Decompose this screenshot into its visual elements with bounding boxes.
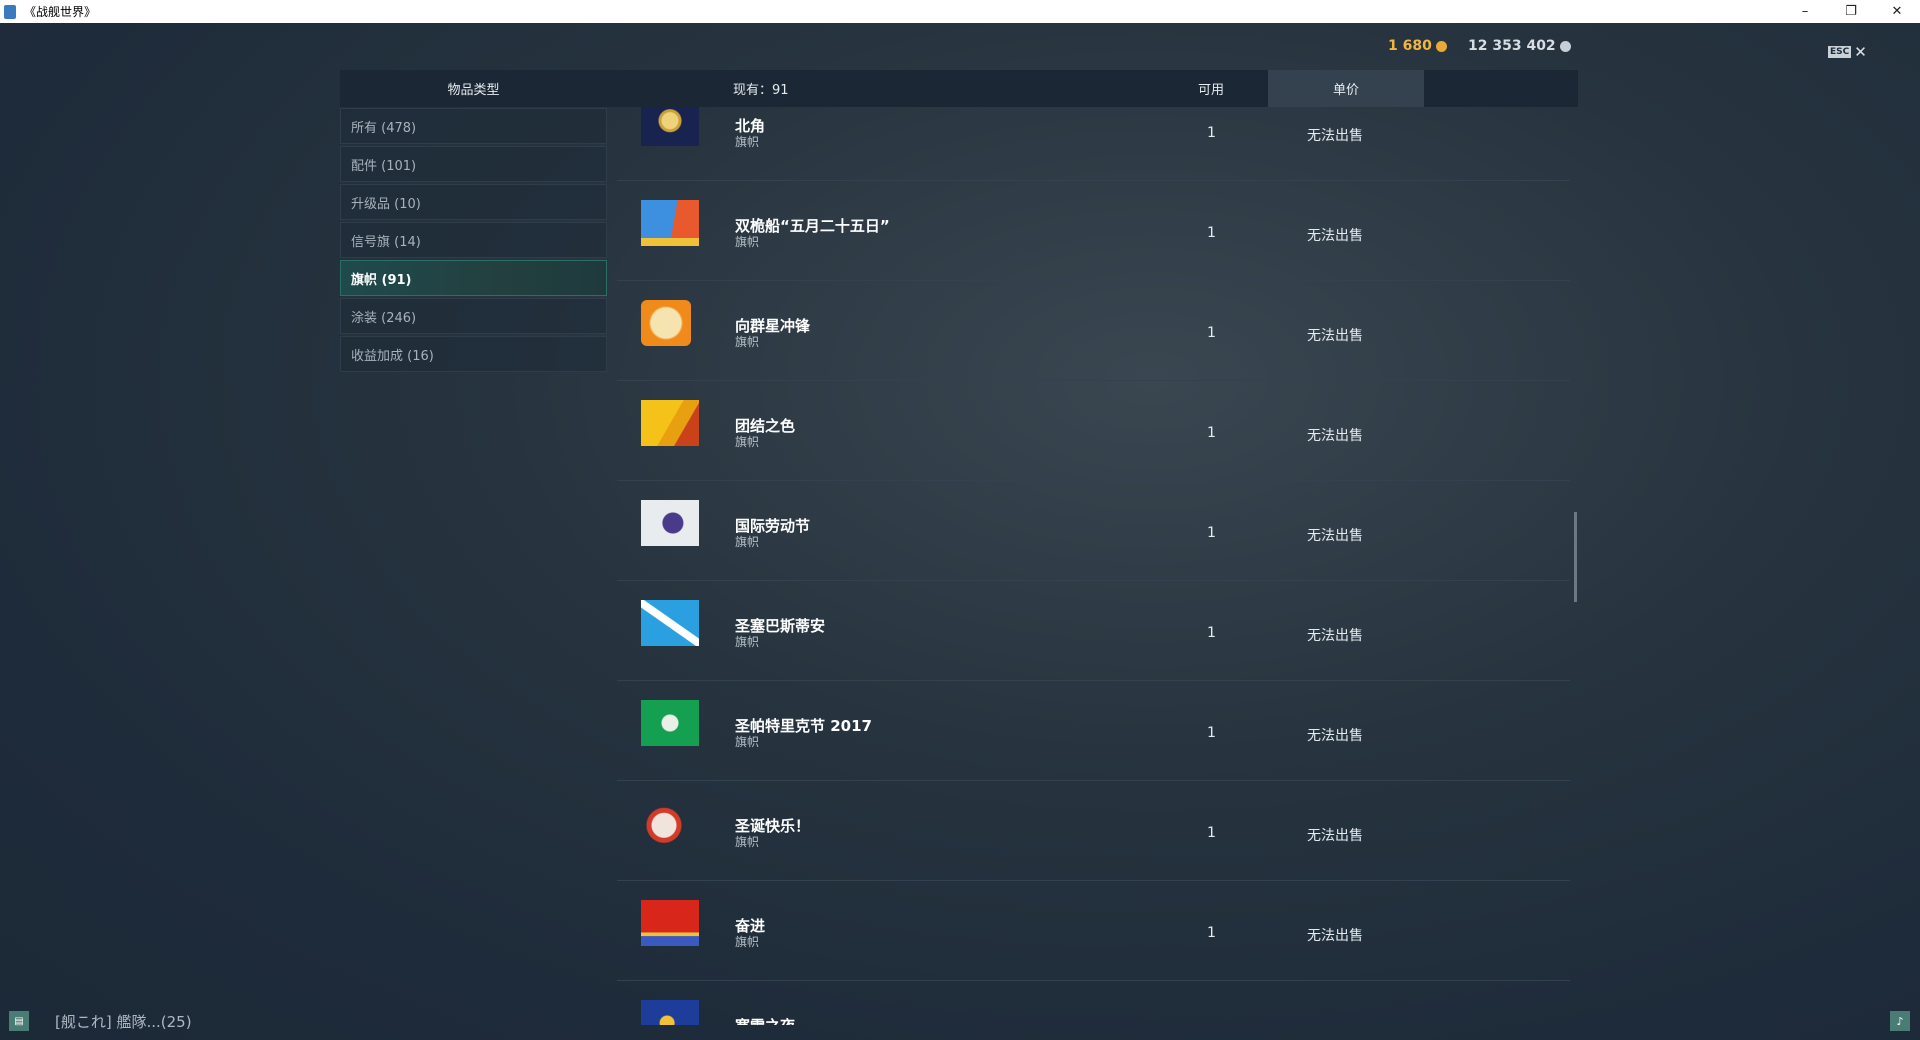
close-button[interactable]: ✕: [1891, 4, 1903, 19]
item-name: 向群星冲锋: [735, 317, 811, 335]
item-name: 团结之色: [735, 417, 796, 435]
sidebar-item-boosters[interactable]: 收益加成 (16): [340, 336, 607, 372]
item-available: 1: [1207, 325, 1216, 341]
background: [0, 23, 1920, 1040]
sidebar-item-signals[interactable]: 信号旗 (14): [340, 222, 607, 258]
doubloon-icon: [1435, 40, 1447, 52]
esc-key-icon: ESC: [1828, 46, 1852, 58]
item-type: 旗帜: [735, 935, 760, 949]
header-unit-price[interactable]: 单价: [1268, 70, 1424, 107]
item-available: 1: [1207, 225, 1216, 241]
item-list: 北角 旗帜 1 无法出售 双桅船“五月二十五日” 旗帜 1 无法出售 向群星冲锋…: [617, 107, 1570, 1025]
item-type: 旗帜: [735, 635, 760, 649]
bottom-bar: ▤ [舰これ] 艦隊...(25) ♪: [0, 1006, 1920, 1040]
item-available: 1: [1207, 625, 1216, 641]
item-name: 国际劳动节: [735, 517, 811, 535]
item-available: 1: [1207, 725, 1216, 741]
sidebar-item-upgrades[interactable]: 升级品 (10): [340, 184, 607, 220]
clan-label[interactable]: [舰これ] 艦隊...(25): [55, 1013, 192, 1031]
white-fist-flag-icon: [641, 500, 699, 546]
table-row[interactable]: 双桅船“五月二十五日” 旗帜 1 无法出售: [617, 181, 1570, 281]
item-available: 1: [1207, 825, 1216, 841]
window-titlebar: 《战舰世界》 – ❐ ✕: [0, 0, 1920, 23]
item-name: 寒雪之夜: [735, 1015, 795, 1025]
item-available: 1: [1207, 925, 1216, 941]
item-price: 无法出售: [1307, 828, 1363, 844]
window-title: 《战舰世界》: [24, 5, 97, 19]
header-owned: 现有：91: [733, 83, 789, 98]
item-price: 无法出售: [1307, 528, 1363, 544]
gold-amount: 1 680: [1388, 38, 1432, 54]
item-type-sidebar: 所有 (478) 配件 (101) 升级品 (10) 信号旗 (14) 旗帜 (…: [340, 108, 607, 374]
blue-gold-flag-icon: [641, 1000, 699, 1025]
navy-crest-flag-icon: [641, 107, 699, 146]
yellow-red-flag-icon: [641, 400, 699, 446]
sidebar-item-camouflage[interactable]: 涂装 (246): [340, 298, 607, 334]
item-name: 奋进: [735, 917, 766, 935]
item-price: 无法出售: [1307, 328, 1363, 344]
esc-close-button[interactable]: ESC ✕: [1828, 43, 1867, 61]
item-name: 双桅船“五月二十五日”: [735, 217, 890, 235]
table-row[interactable]: 北角 旗帜 1 无法出售: [617, 107, 1570, 181]
close-icon: ✕: [1854, 43, 1867, 61]
chat-icon[interactable]: ▤: [9, 1011, 29, 1031]
item-type: 旗帜: [735, 235, 760, 249]
app-icon: [4, 4, 16, 19]
blue-saltire-flag-icon: [641, 600, 699, 646]
credits-icon: [1559, 40, 1571, 52]
scrollbar[interactable]: [1574, 512, 1577, 602]
item-price: 无法出售: [1307, 128, 1363, 144]
table-row[interactable]: 团结之色 旗帜 1 无法出售: [617, 381, 1570, 481]
sidebar-item-modules[interactable]: 配件 (101): [340, 146, 607, 182]
table-row[interactable]: 圣帕特里克节 2017 旗帜 1 无法出售: [617, 681, 1570, 781]
header-item-type: 物品类型: [447, 83, 500, 98]
item-available: 1: [1207, 125, 1216, 141]
green-shamrock-flag-icon: [641, 700, 699, 746]
blue-orange-ship-flag-icon: [641, 200, 699, 246]
bell-icon[interactable]: ♪: [1890, 1011, 1910, 1031]
item-price: 无法出售: [1307, 928, 1363, 944]
credits-balance: 12 353 402: [1468, 38, 1571, 54]
table-header: 物品类型 现有：91 可用 单价: [340, 70, 1578, 107]
item-name: 圣帕特里克节 2017: [735, 717, 872, 735]
item-type: 旗帜: [735, 735, 760, 749]
orange-emblem-flag-icon: [641, 300, 691, 346]
item-available: 1: [1207, 425, 1216, 441]
red-gold-flag-icon: [641, 900, 699, 946]
item-available: 1: [1207, 525, 1216, 541]
item-type: 旗帜: [735, 335, 760, 349]
item-price: 无法出售: [1307, 428, 1363, 444]
table-row[interactable]: 向群星冲锋 旗帜 1 无法出售: [617, 281, 1570, 381]
header-available[interactable]: 可用: [1198, 83, 1225, 98]
item-type: 旗帜: [735, 535, 760, 549]
item-name: 北角: [735, 117, 766, 135]
item-price: 无法出售: [1307, 628, 1363, 644]
sidebar-item-flags[interactable]: 旗帜 (91): [340, 260, 607, 296]
table-row[interactable]: 国际劳动节 旗帜 1 无法出售: [617, 481, 1570, 581]
item-type: 旗帜: [735, 835, 760, 849]
table-row[interactable]: 寒雪之夜: [617, 981, 1570, 1025]
restore-button[interactable]: ❐: [1845, 4, 1857, 19]
item-type: 旗帜: [735, 435, 760, 449]
item-name: 圣诞快乐！: [735, 817, 811, 835]
sidebar-item-all[interactable]: 所有 (478): [340, 108, 607, 144]
table-row[interactable]: 奋进 旗帜 1 无法出售: [617, 881, 1570, 981]
minimize-button[interactable]: –: [1801, 4, 1809, 19]
credits-amount: 12 353 402: [1468, 38, 1556, 54]
table-row[interactable]: 圣塞巴斯蒂安 旗帜 1 无法出售: [617, 581, 1570, 681]
item-price: 无法出售: [1307, 228, 1363, 244]
gold-balance: 1 680: [1388, 38, 1447, 54]
santa-flag-icon: [641, 800, 687, 846]
item-type: 旗帜: [735, 135, 760, 149]
item-name: 圣塞巴斯蒂安: [735, 617, 826, 635]
item-price: 无法出售: [1307, 728, 1363, 744]
table-row[interactable]: 圣诞快乐！ 旗帜 1 无法出售: [617, 781, 1570, 881]
